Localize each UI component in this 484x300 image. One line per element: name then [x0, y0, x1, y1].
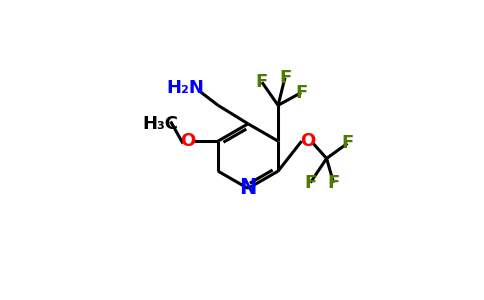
Text: F: F [304, 174, 317, 192]
Text: F: F [295, 84, 307, 102]
Text: F: F [341, 134, 353, 152]
Text: N: N [240, 178, 257, 199]
Text: H₂N: H₂N [167, 79, 205, 97]
Text: F: F [256, 73, 268, 91]
Text: O: O [301, 132, 316, 150]
Text: F: F [279, 69, 291, 87]
Text: O: O [181, 132, 196, 150]
Text: F: F [327, 174, 340, 192]
Text: H₃C: H₃C [142, 115, 178, 133]
